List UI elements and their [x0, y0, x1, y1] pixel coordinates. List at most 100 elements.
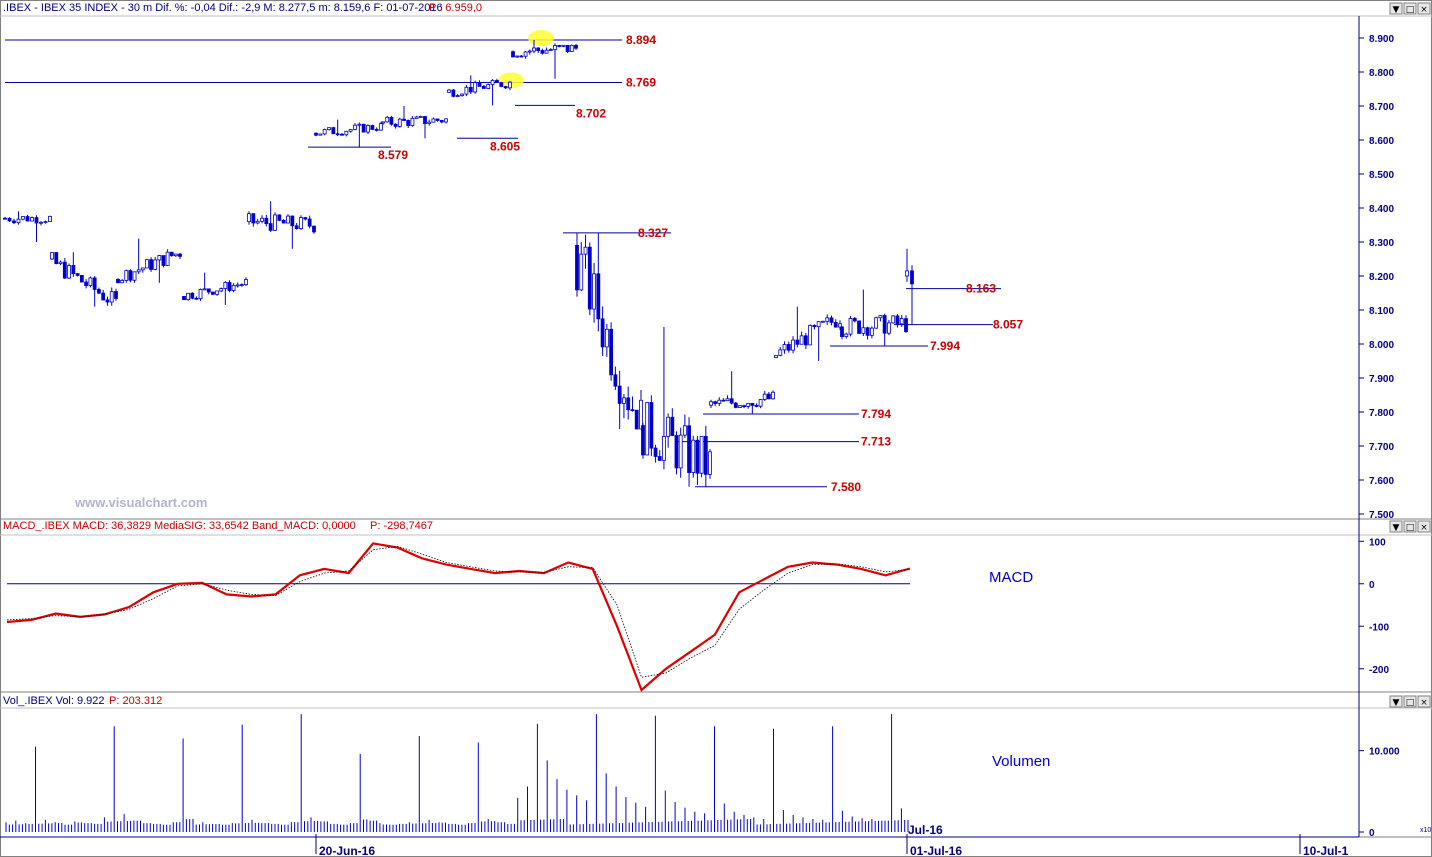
candle-body — [490, 80, 495, 85]
window-control-close-button[interactable]: × — [1417, 695, 1431, 708]
candle-body — [678, 434, 683, 469]
window-control-frame — [1389, 520, 1403, 533]
candle-body — [101, 292, 106, 301]
macd-header-text: MACD_.IBEX MACD: 36,3829 MediaSIG: 33,65… — [3, 520, 356, 532]
candle-body — [264, 217, 269, 224]
candle-body — [540, 50, 545, 54]
candle-body — [653, 447, 658, 457]
candle-body — [165, 251, 170, 266]
candle-body — [435, 118, 440, 121]
candle-body — [548, 49, 553, 51]
window-control-frame — [1389, 695, 1403, 708]
date-tick-label: 01-Jul-16 — [910, 844, 962, 857]
candle-body — [786, 344, 791, 351]
candle-body — [97, 289, 101, 294]
candle-body — [682, 425, 687, 436]
candle-body — [348, 129, 353, 132]
price-tick-label: 8.700 — [1369, 102, 1394, 113]
candle-body — [460, 93, 464, 97]
candle-body — [239, 284, 244, 287]
macd-line — [6, 542, 911, 692]
price-y-axis: 8.900 8.800 8.700 8.600 8.500 8.400 8.300 8.200… — [1359, 34, 1394, 521]
candle-body — [178, 253, 182, 257]
level-label: 8.702 — [576, 106, 606, 120]
window-control-frame — [1417, 2, 1431, 15]
candle-body — [750, 402, 755, 406]
candle-body — [114, 291, 118, 299]
candle-body — [771, 391, 775, 400]
macd-tick-label: 100 — [1369, 537, 1386, 548]
candle-body — [662, 436, 666, 461]
candle-body — [649, 402, 654, 449]
candle-body — [173, 253, 178, 257]
price-tick-label: 7.900 — [1369, 374, 1394, 385]
candle-body — [481, 86, 486, 89]
window-control-close-button[interactable]: × — [1417, 2, 1431, 15]
price-candles — [3, 40, 914, 487]
candle-body — [803, 335, 808, 346]
candle-body — [833, 322, 838, 328]
candle-body — [579, 253, 584, 291]
volume-y-axis: 10.000 0 — [1359, 747, 1400, 839]
volume-tick-label: 10.000 — [1369, 747, 1400, 758]
candle-body — [140, 267, 145, 271]
candle-body — [7, 217, 12, 222]
candle-body — [544, 49, 549, 54]
candle-body — [725, 398, 730, 402]
candle-body — [641, 425, 645, 456]
window-control-minimize-button[interactable]: ▼ — [1389, 695, 1403, 708]
candle-body — [379, 123, 383, 131]
candle-body — [307, 218, 312, 227]
candle-body — [223, 282, 228, 289]
candle-body — [344, 130, 349, 136]
candle-body — [758, 399, 763, 407]
candle-body — [423, 116, 427, 124]
window-control-maximize-button[interactable]: □ — [1403, 2, 1417, 15]
window-control-frame — [1389, 2, 1403, 15]
candle-body — [251, 213, 256, 224]
candle-body — [186, 292, 191, 301]
candle-body — [414, 116, 419, 119]
candle-body — [468, 86, 473, 93]
candle-body — [109, 291, 114, 303]
date-tick-label: 10-Jul-1 — [1303, 844, 1349, 857]
candle-body — [340, 133, 344, 136]
candle-body — [198, 289, 203, 299]
window-control-close-button[interactable]: × — [1417, 520, 1431, 533]
price-tick-label: 8.600 — [1369, 136, 1394, 147]
macd-header-p: P: -298,7467 — [370, 520, 433, 532]
candle-body — [600, 318, 605, 348]
candle-body — [393, 123, 398, 127]
window-control-minimize-button[interactable]: ▼ — [1389, 520, 1403, 533]
candle-body — [418, 116, 423, 118]
candle-body — [357, 123, 362, 126]
candle-body — [370, 125, 375, 130]
candle-body — [865, 327, 870, 336]
candle-body — [596, 273, 601, 320]
candle-body — [92, 277, 97, 290]
window-control-maximize-button[interactable]: □ — [1403, 520, 1417, 533]
candle-body — [286, 215, 290, 224]
window-control-glyph: × — [1420, 698, 1428, 708]
candle-body — [574, 44, 578, 49]
candle-body — [882, 315, 887, 334]
candle-body — [145, 259, 149, 269]
candle-body — [799, 335, 804, 345]
candle-body — [557, 45, 562, 47]
candle-body — [260, 217, 264, 222]
level-label: 8.327 — [638, 226, 668, 240]
candle-body — [604, 328, 609, 348]
candle-body — [318, 133, 323, 136]
window-control-frame — [1417, 520, 1431, 533]
candle-body — [729, 398, 734, 404]
candle-body — [353, 124, 357, 130]
candle-body — [687, 425, 691, 473]
candle-body — [327, 127, 331, 130]
candle-body — [852, 318, 857, 322]
candle-body — [766, 393, 771, 400]
candle-body — [874, 317, 879, 329]
candle-body — [50, 252, 54, 260]
window-control-minimize-button[interactable]: ▼ — [1389, 2, 1403, 15]
candle-body — [153, 259, 158, 270]
window-control-maximize-button[interactable]: □ — [1403, 695, 1417, 708]
